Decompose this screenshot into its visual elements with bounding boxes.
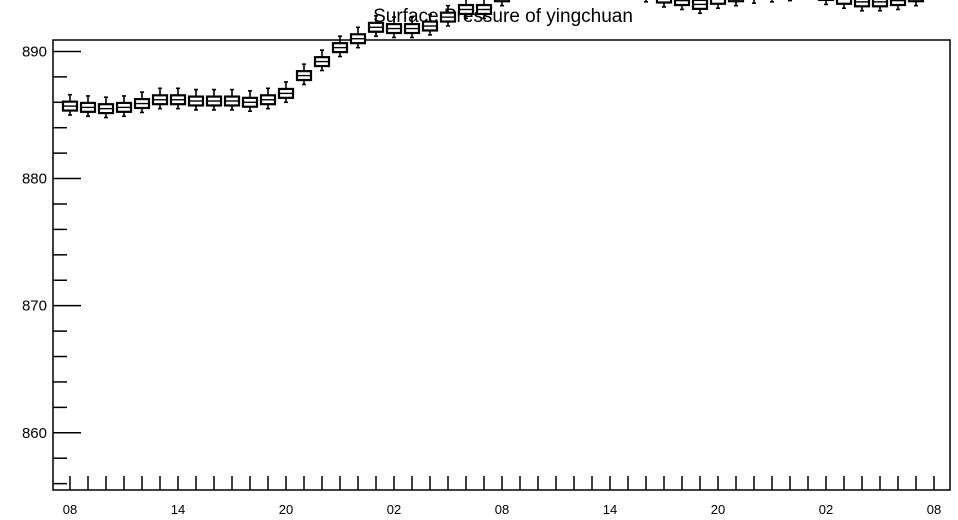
box-series (61, 0, 925, 119)
box-body (727, 0, 745, 3)
box-plot (259, 87, 277, 110)
y-tick-label: 860 (22, 425, 47, 442)
x-tick-label: 08 (63, 502, 77, 517)
box-body (871, 0, 889, 8)
box-body (709, 0, 727, 5)
box-plot (673, 0, 691, 11)
box-plot (871, 0, 889, 12)
y-tick-label: 880 (22, 171, 47, 188)
y-axis: 860 870 880 890 (22, 43, 81, 485)
box-plot (770, 0, 774, 3)
box-plot (907, 0, 925, 7)
x-tick-label: 02 (819, 502, 833, 517)
x-tick-label: 14 (171, 502, 185, 517)
box-plot (115, 95, 133, 118)
x-tick-label: 14 (603, 502, 617, 517)
box-plot (169, 87, 187, 110)
box-plot (241, 90, 259, 112)
box-plot (475, 0, 493, 20)
box-plot (457, 0, 475, 20)
box-plot (817, 0, 835, 6)
box-plot (691, 0, 709, 15)
box-plot (79, 95, 97, 118)
y-tick-label: 870 (22, 298, 47, 315)
box-body (907, 0, 925, 3)
box-plot (61, 93, 79, 116)
x-tick-label: 20 (279, 502, 293, 517)
box-plot (644, 0, 648, 3)
box-plot (331, 35, 349, 58)
x-tick-label: 02 (387, 502, 401, 517)
x-tick-label: 08 (927, 502, 941, 517)
x-tick-label: 20 (711, 502, 725, 517)
box-plot (493, 0, 511, 7)
box-plot (421, 13, 439, 36)
plot-frame (52, 39, 951, 491)
box-plot (97, 96, 115, 119)
box-plot (367, 15, 385, 37)
box-body (835, 0, 853, 5)
box-body (853, 0, 871, 8)
box-plot (835, 0, 853, 10)
box-body (655, 0, 673, 4)
y-tick-label: 890 (22, 43, 47, 60)
box-plot (349, 26, 367, 49)
box-plot (277, 81, 295, 104)
box-plot (385, 16, 403, 39)
box-plot (151, 87, 169, 110)
box-plot (853, 0, 871, 12)
box-plot (439, 4, 457, 27)
box-plot (788, 0, 792, 2)
box-plot (889, 0, 907, 11)
x-tick-label: 08 (495, 502, 509, 517)
box-body (493, 0, 511, 3)
box-plot (313, 49, 331, 72)
box-plot (727, 0, 745, 7)
box-plot (752, 0, 756, 4)
box-plot (655, 0, 673, 8)
box-plot (133, 91, 151, 114)
box-plot (295, 63, 313, 86)
box-plot (205, 88, 223, 111)
box-plot (223, 88, 241, 111)
box-plot (403, 16, 421, 39)
box-plot (187, 88, 205, 111)
x-axis: 08 14 20 02 08 14 20 02 08 (63, 476, 941, 517)
box-plot (709, 0, 727, 10)
